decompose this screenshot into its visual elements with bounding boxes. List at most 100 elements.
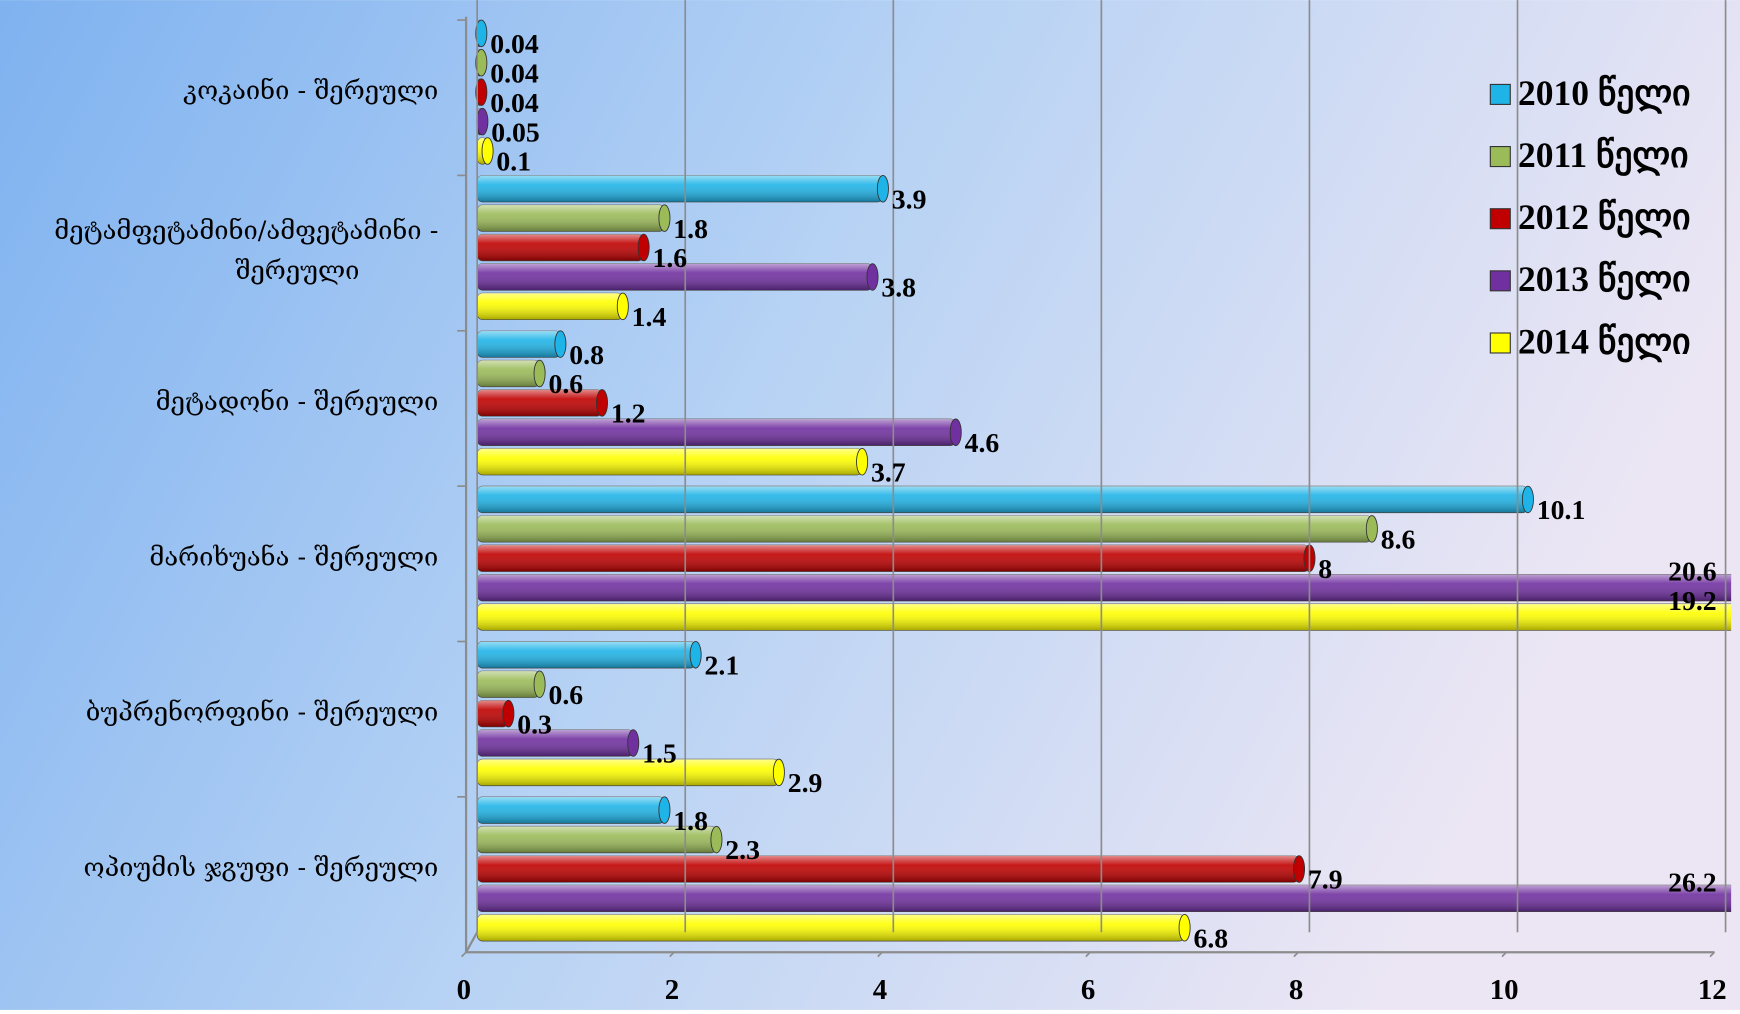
bar-cap (856, 447, 869, 476)
bar-cap (616, 292, 629, 321)
bar-cap (1521, 485, 1534, 514)
data-label: 2.9 (788, 768, 823, 799)
tick-mark (461, 951, 467, 958)
bar (476, 670, 546, 698)
data-label: 4.6 (965, 428, 1000, 459)
x-tick-label: 0 (457, 974, 471, 1006)
x-tick-label: 2 (665, 974, 679, 1006)
bar-cap (637, 233, 650, 262)
x-tick-label: 4 (873, 974, 887, 1006)
legend-label: 2013 წელი (1518, 259, 1690, 301)
bar (476, 574, 1732, 602)
bar-shine (477, 855, 1300, 883)
bar-cap (502, 699, 515, 728)
bar-shine (477, 670, 540, 698)
bar (476, 418, 962, 447)
bar-shine (477, 885, 1732, 912)
data-label: 0.3 (517, 709, 552, 740)
bar (476, 233, 650, 262)
bar (476, 447, 869, 476)
legend-swatch (1489, 208, 1511, 230)
bar-cap (475, 78, 488, 106)
legend-label: 2011 წელი (1518, 135, 1688, 177)
bar-shine (477, 486, 1528, 513)
bar-shine (477, 603, 1732, 631)
bar-shine (477, 263, 873, 291)
bar (476, 137, 494, 165)
data-label: 2.3 (725, 835, 760, 866)
bar-cap (481, 137, 494, 165)
bar-shine (477, 700, 509, 727)
bar (476, 389, 609, 417)
data-label: 1.2 (611, 399, 646, 430)
bar-cap (476, 107, 489, 136)
bar-cap (1365, 515, 1378, 543)
bar-cap (554, 330, 567, 358)
data-label: 3.8 (881, 273, 916, 304)
y-tick-label: ოპიუმის ჯგუფი - შერეული (84, 853, 439, 883)
bar (476, 884, 1732, 913)
bar-shine (477, 389, 603, 417)
bar-cap (772, 758, 785, 787)
bar-cap (949, 418, 962, 447)
bar (475, 49, 488, 77)
data-label: 8 (1318, 554, 1332, 585)
bar-shine (477, 914, 1185, 942)
data-label: 19.2 (1668, 586, 1717, 617)
bar (475, 78, 488, 106)
bar (476, 758, 785, 787)
bar-shine (477, 204, 665, 232)
legend-swatch (1489, 270, 1511, 292)
data-label: 0.04 (490, 58, 539, 89)
bar-shine (477, 330, 561, 358)
bar-cap (533, 359, 546, 388)
bar-cap (1178, 914, 1191, 942)
legend-swatch (1489, 83, 1511, 105)
bar-cap (689, 641, 702, 669)
data-label: 8.6 (1381, 525, 1416, 556)
bar (476, 263, 879, 291)
bar-shine (477, 175, 883, 203)
bar (476, 107, 489, 136)
bar-cap (533, 670, 546, 698)
data-label: 26.2 (1668, 867, 1717, 898)
bar (476, 641, 702, 669)
data-label: 0.6 (548, 369, 583, 400)
data-label: 0.04 (490, 29, 539, 60)
data-label: 7.9 (1308, 865, 1343, 896)
bar-shine (477, 360, 540, 387)
legend-label: 2014 წელი (1518, 321, 1690, 363)
legend-swatch (1489, 146, 1511, 168)
data-label: 1.6 (653, 243, 688, 274)
data-label: 20.6 (1668, 557, 1717, 588)
data-label: 0.04 (490, 88, 539, 119)
data-label: 0.05 (491, 117, 540, 148)
bar-cap (710, 825, 723, 854)
bar (476, 855, 1306, 883)
bar-cap (1293, 855, 1306, 883)
bar-cap (658, 796, 671, 824)
x-tick-label: 8 (1289, 974, 1303, 1006)
bar (476, 204, 671, 232)
data-label: 6.8 (1193, 923, 1228, 954)
bar (476, 330, 567, 358)
legend-swatch (1489, 332, 1511, 354)
bar-shine (477, 574, 1732, 601)
bar (475, 19, 488, 48)
data-label: 1.5 (642, 739, 677, 770)
data-label: 3.7 (871, 457, 906, 488)
bar-shine (477, 826, 717, 853)
bar (476, 914, 1191, 942)
bar-shine (477, 418, 956, 446)
depth-edge (465, 931, 479, 953)
data-label: 0.8 (569, 340, 604, 371)
bar-cap (866, 263, 879, 291)
bar (476, 485, 1534, 514)
bar (476, 729, 640, 757)
bar-cap (658, 204, 671, 232)
data-label: 0.6 (548, 680, 583, 711)
bar-cap (596, 389, 609, 417)
bar-shine (477, 293, 623, 320)
bar (476, 796, 671, 824)
